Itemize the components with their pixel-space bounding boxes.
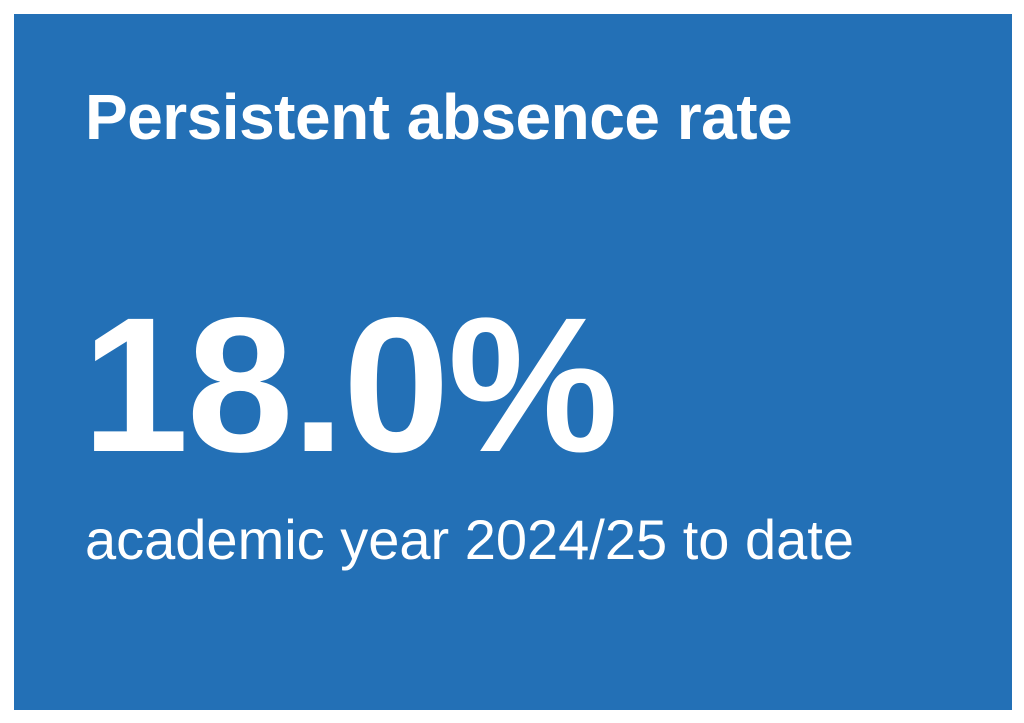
headline-stat-card: Persistent absence rate 18.0% academic y…: [14, 14, 1012, 710]
stat-title: Persistent absence rate: [85, 81, 793, 153]
stat-caption: academic year 2024/25 to date: [85, 508, 854, 571]
stat-value: 18.0%: [82, 277, 618, 492]
